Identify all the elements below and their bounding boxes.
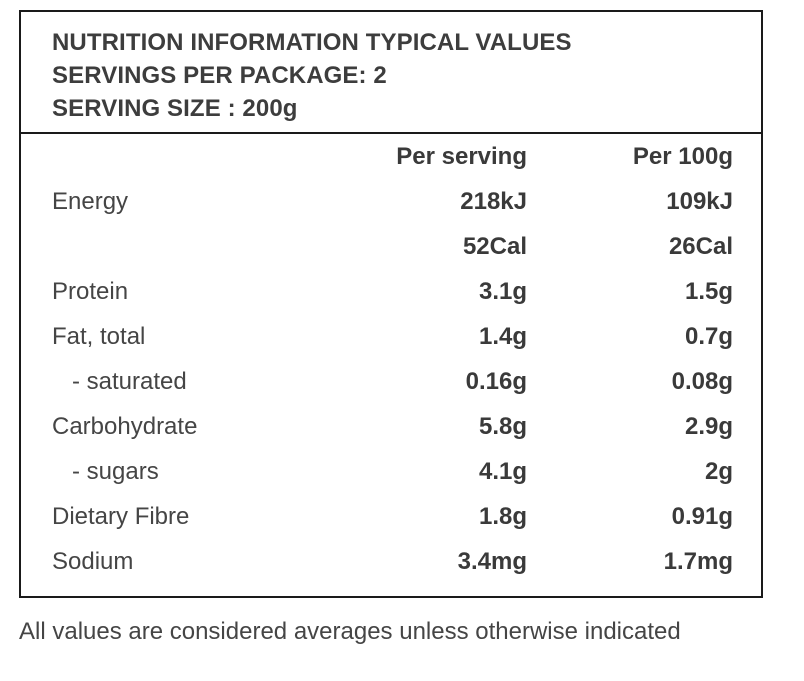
per-serving-value: 52Cal	[462, 233, 527, 260]
footnote: All values are considered averages unles…	[19, 618, 681, 645]
per-serving-value: 218kJ	[460, 188, 527, 215]
serving-size: SERVING SIZE : 200g	[52, 95, 298, 122]
per-serving-value: 4.1g	[478, 458, 527, 485]
per-100g-value: 0.91g	[671, 503, 733, 530]
per-100g-value: 2g	[704, 458, 733, 485]
per-serving-value: 0.16g	[465, 368, 527, 395]
nutrition-table: Per serving Per 100g Energy 218kJ 109kJ …	[21, 134, 761, 584]
column-header-row: Per serving Per 100g	[21, 134, 761, 179]
nutrient-name: Fat, total	[52, 323, 146, 350]
column-header-per-100g: Per 100g	[632, 143, 733, 170]
per-100g-value: 109kJ	[666, 188, 733, 215]
column-header-per-serving: Per serving	[396, 143, 527, 170]
per-100g-value: 1.7mg	[663, 548, 733, 575]
nutrient-name: - sugars	[72, 458, 159, 485]
nutrient-name: - saturated	[72, 368, 187, 395]
per-serving-value: 3.4mg	[457, 548, 527, 575]
per-serving-value: 5.8g	[478, 413, 527, 440]
table-row: - sugars 4.1g 2g	[21, 449, 761, 494]
per-100g-value: 0.08g	[671, 368, 733, 395]
table-row: Fat, total 1.4g 0.7g	[21, 314, 761, 359]
nutrition-header: NUTRITION INFORMATION TYPICAL VALUES SER…	[21, 12, 761, 134]
per-100g-value: 1.5g	[684, 278, 733, 305]
nutrient-name: Sodium	[52, 548, 134, 575]
per-serving-value: 1.4g	[478, 323, 527, 350]
header-title: NUTRITION INFORMATION TYPICAL VALUES	[52, 29, 572, 56]
per-100g-value: 26Cal	[668, 233, 733, 260]
servings-per-package: SERVINGS PER PACKAGE: 2	[52, 62, 387, 89]
table-row: Dietary Fibre 1.8g 0.91g	[21, 494, 761, 539]
table-row: Protein 3.1g 1.5g	[21, 269, 761, 314]
nutrient-name: Dietary Fibre	[52, 503, 190, 530]
nutrient-name: Energy	[52, 188, 129, 215]
table-row: 52Cal 26Cal	[21, 224, 761, 269]
table-row: Sodium 3.4mg 1.7mg	[21, 539, 761, 584]
per-serving-value: 3.1g	[478, 278, 527, 305]
table-row: Carbohydrate 5.8g 2.9g	[21, 404, 761, 449]
per-100g-value: 0.7g	[684, 323, 733, 350]
nutrient-name: Protein	[52, 278, 129, 305]
per-serving-value: 1.8g	[478, 503, 527, 530]
table-row: Energy 218kJ 109kJ	[21, 179, 761, 224]
table-row: - saturated 0.16g 0.08g	[21, 359, 761, 404]
nutrition-panel: NUTRITION INFORMATION TYPICAL VALUES SER…	[19, 10, 763, 598]
per-100g-value: 2.9g	[684, 413, 733, 440]
nutrient-name: Carbohydrate	[52, 413, 198, 440]
